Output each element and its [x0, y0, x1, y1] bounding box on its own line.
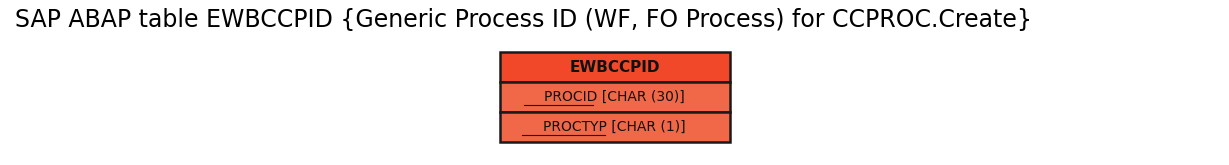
Text: EWBCCPID: EWBCCPID: [569, 60, 660, 75]
Bar: [499, 52, 730, 82]
Text: PROCTYP [CHAR (1)]: PROCTYP [CHAR (1)]: [543, 120, 686, 134]
Text: PROCID [CHAR (30)]: PROCID [CHAR (30)]: [544, 90, 685, 104]
Bar: [499, 112, 730, 142]
Bar: [499, 82, 730, 112]
Text: SAP ABAP table EWBCCPID {Generic Process ID (WF, FO Process) for CCPROC.Create}: SAP ABAP table EWBCCPID {Generic Process…: [15, 8, 1032, 32]
